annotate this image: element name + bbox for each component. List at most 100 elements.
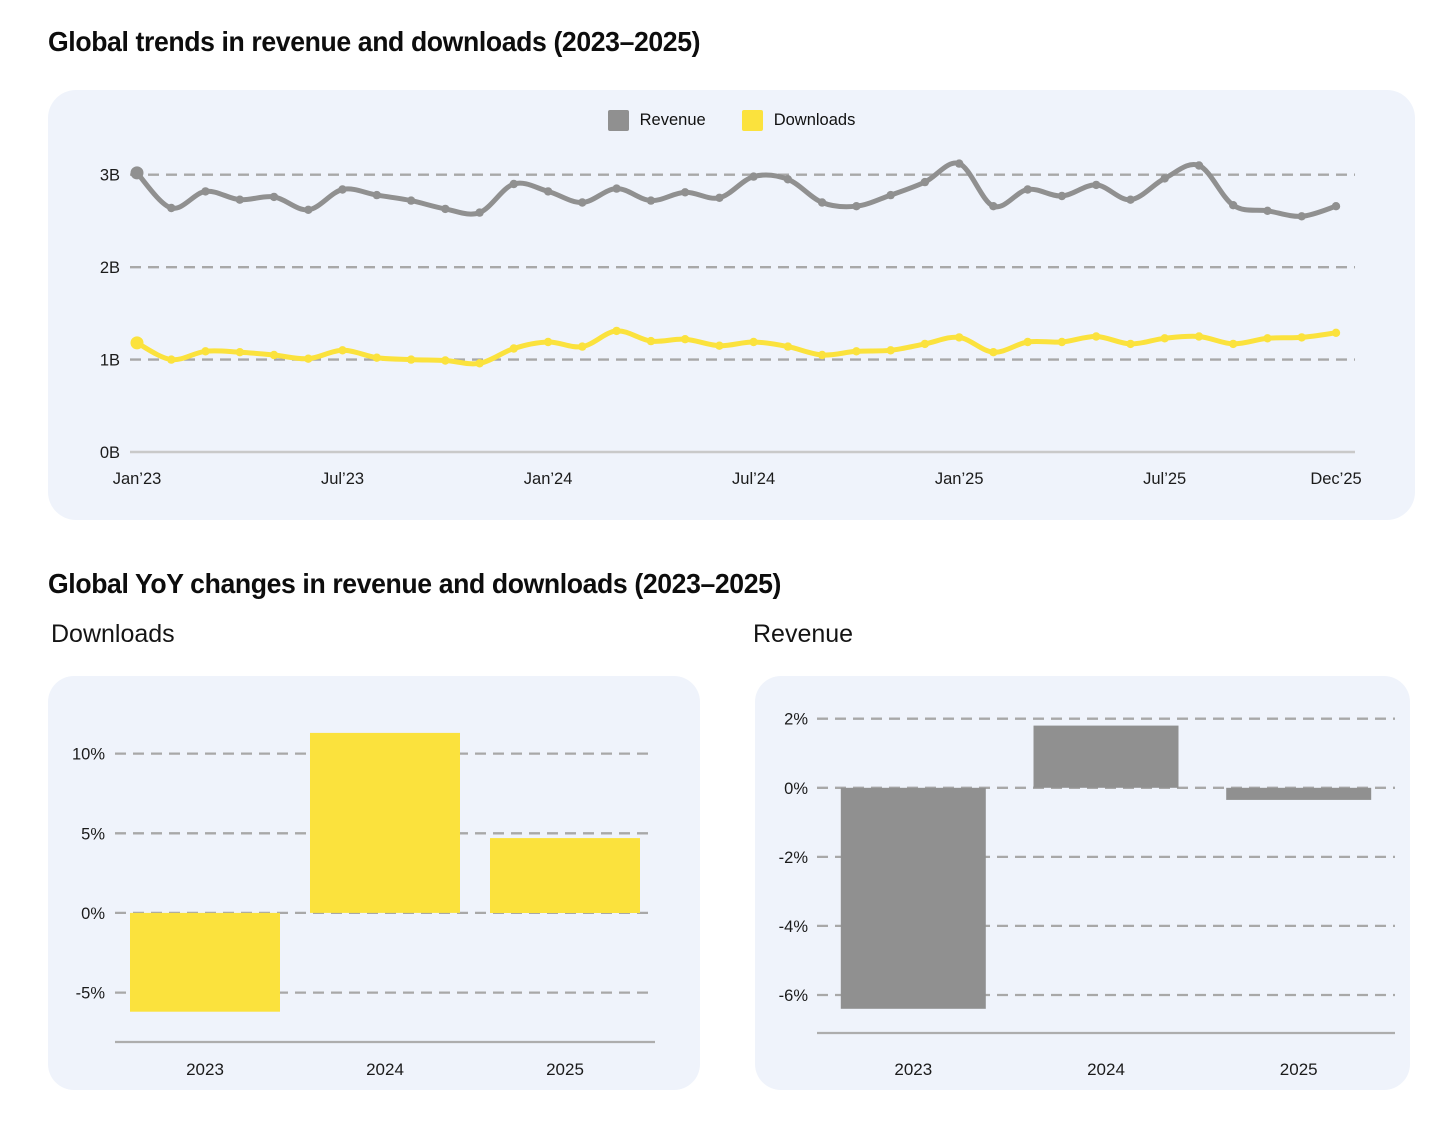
downloads-data-point: [680, 335, 690, 344]
downloads-data-point: [920, 339, 930, 349]
downloads-data-point: [406, 355, 416, 364]
downloads-data-point: [817, 350, 827, 360]
yoy-revenue-xtick-label: 2025: [1280, 1060, 1318, 1079]
yoy-downloads-bar-2025: [490, 838, 640, 913]
downloads-data-point: [543, 337, 553, 347]
yoy-revenue-ytick-label: -6%: [779, 987, 809, 1005]
legend-label-downloads: Downloads: [773, 111, 856, 129]
downloads-data-point: [1160, 334, 1169, 343]
downloads-data-point: [955, 333, 964, 342]
trend-chart-card: Revenue Downloads 0B 1B 2B 3B Jan’23 Jul’23 Ja…: [48, 90, 1415, 520]
yoy-downloads-xtick-label: 2023: [186, 1060, 224, 1079]
downloads-data-point: [338, 346, 347, 355]
yoy-revenue-bar-2024: [1033, 725, 1179, 788]
revenue-bar-card: 2% 0% -2% -4% -6% 2023 2024 2025: [755, 676, 1410, 1090]
yoy-revenue-ytick-label: -2%: [779, 849, 809, 867]
revenue-data-point: [612, 184, 621, 193]
downloads-data-point: [1263, 334, 1272, 343]
legend-item-revenue: Revenue: [607, 110, 706, 131]
downloads-data-point: [1194, 332, 1204, 341]
downloads-data-point: [269, 350, 279, 360]
revenue-data-point: [817, 198, 827, 207]
revenue-subtitle: Revenue: [753, 620, 854, 648]
revenue-data-point: [886, 190, 895, 200]
revenue-data-point: [646, 196, 656, 205]
downloads-data-point: [441, 356, 450, 365]
revenue-data-point: [1229, 201, 1238, 210]
yoy-title: Global YoY changes in revenue and downlo…: [48, 568, 782, 599]
yoy-revenue-bar-2025: [1226, 787, 1372, 800]
revenue-series-line: [134, 160, 1339, 219]
trend-xtick-label: Jan’25: [935, 470, 984, 488]
yoy-revenue-bar-2023: [840, 787, 986, 1009]
yoy-downloads-ytick-label: 10%: [72, 746, 105, 764]
revenue-data-point: [1297, 212, 1306, 221]
downloads-data-point: [167, 355, 176, 364]
trend-line-chart: 0B 1B 2B 3B Jan’23 Jul’23 Jan’24 Jul’24 Jan’25 Ju…: [100, 159, 1362, 488]
revenue-data-point: [338, 185, 347, 194]
revenue-data-point: [1092, 180, 1101, 190]
downloads-data-point: [646, 336, 656, 346]
trends-title: Global trends in revenue and downloads (…: [48, 26, 701, 57]
downloads-data-point: [1126, 339, 1135, 349]
downloads-data-point: [130, 336, 144, 350]
downloads-data-point: [1297, 333, 1306, 342]
trend-legend: Revenue Downloads: [48, 110, 1415, 131]
yoy-downloads-ytick-label: 5%: [81, 825, 105, 843]
trend-xtick-label: Dec’25: [1310, 470, 1361, 488]
revenue-swatch-icon: [607, 110, 629, 131]
revenue-bar-chart: 2% 0% -2% -4% -6% 2023 2024 2025: [779, 711, 1395, 1079]
downloads-data-point: [235, 348, 244, 357]
downloads-swatch-icon: [741, 110, 763, 131]
downloads-bar-card: 10% 5% 0% -5% 2023 2024 2025: [48, 676, 700, 1090]
downloads-data-point: [1023, 337, 1032, 347]
trend-ytick-label: 3B: [100, 167, 120, 185]
revenue-data-point: [235, 195, 244, 204]
revenue-data-point: [543, 187, 553, 196]
downloads-data-point: [989, 348, 998, 357]
yoy-downloads-ytick-label: -5%: [76, 985, 106, 1003]
yoy-downloads-xtick-label: 2025: [546, 1060, 584, 1079]
revenue-data-point: [1194, 161, 1204, 170]
revenue-data-point: [441, 204, 450, 214]
yoy-downloads-bar-2024: [310, 732, 460, 913]
downloads-data-point: [578, 342, 587, 351]
revenue-data-point: [578, 198, 587, 207]
revenue-data-point: [269, 192, 279, 202]
downloads-data-point: [1092, 332, 1101, 341]
yoy-downloads-xtick-label: 2024: [366, 1060, 404, 1079]
revenue-data-point: [1126, 195, 1135, 204]
downloads-data-point: [783, 342, 793, 351]
downloads-data-point: [509, 344, 518, 353]
revenue-data-point: [955, 159, 964, 168]
yoy-revenue-ytick-label: 2%: [784, 711, 808, 729]
trend-xtick-label: Jul’25: [1143, 470, 1186, 488]
trend-ytick-label: 0B: [100, 444, 120, 462]
revenue-data-point: [372, 190, 381, 200]
revenue-data-point: [1263, 206, 1272, 215]
yoy-downloads-bar-2023: [130, 912, 280, 1012]
downloads-data-point: [1229, 339, 1238, 349]
revenue-data-point: [406, 196, 416, 205]
downloads-data-point: [475, 359, 484, 368]
revenue-data-point: [1160, 174, 1169, 183]
downloads-data-point: [886, 346, 895, 355]
downloads-data-point: [749, 337, 758, 347]
revenue-data-point: [920, 177, 930, 187]
legend-label-revenue: Revenue: [639, 111, 706, 129]
yoy-revenue-xtick-label: 2024: [1087, 1060, 1125, 1079]
downloads-data-point: [304, 354, 313, 363]
revenue-data-point: [749, 172, 758, 181]
yoy-revenue-xtick-label: 2023: [894, 1060, 932, 1079]
legend-item-downloads: Downloads: [741, 110, 856, 131]
trend-xtick-label: Jul’24: [732, 470, 775, 488]
revenue-data-point: [201, 187, 210, 196]
downloads-data-point: [852, 347, 861, 356]
revenue-data-point: [130, 166, 144, 180]
downloads-data-point: [1057, 337, 1067, 347]
yoy-revenue-ytick-label: 0%: [784, 780, 808, 798]
downloads-data-point: [715, 341, 724, 350]
downloads-data-point: [372, 353, 381, 362]
revenue-data-point: [715, 193, 724, 202]
revenue-data-point: [509, 179, 518, 189]
